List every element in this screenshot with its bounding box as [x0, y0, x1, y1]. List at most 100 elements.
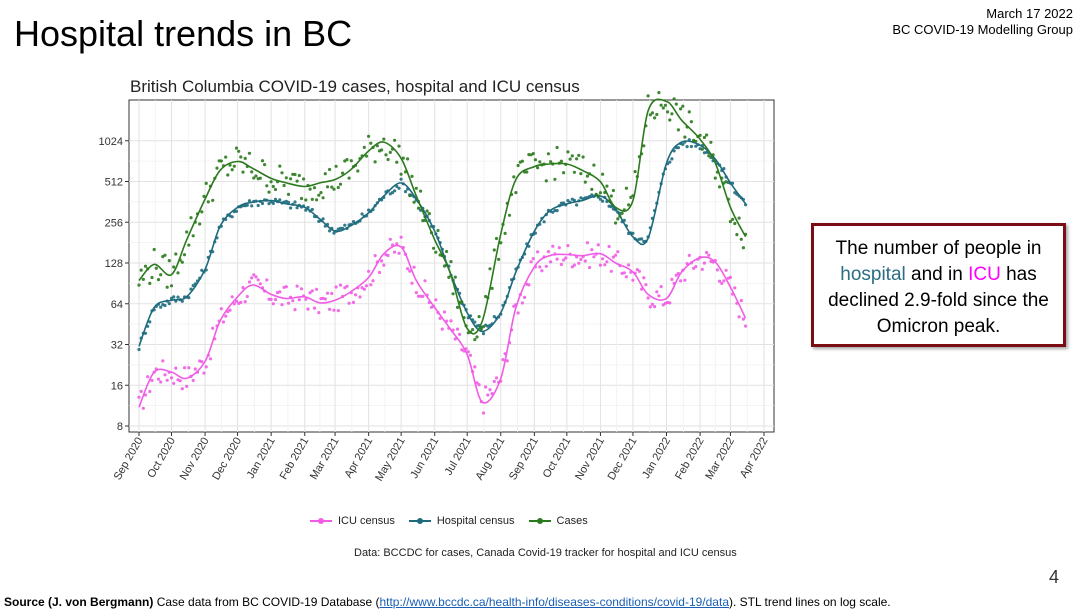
point-hospital: [271, 201, 275, 205]
point-icu: [187, 366, 191, 370]
point-icu: [137, 395, 141, 399]
point-icu: [644, 283, 648, 287]
point-cases: [137, 283, 141, 287]
point-hospital: [351, 220, 356, 224]
x-tick-label: Oct 2021: [541, 436, 574, 481]
point-cases: [709, 140, 713, 144]
grid-lines: [129, 100, 774, 432]
point-cases: [284, 176, 288, 180]
point-icu: [245, 294, 249, 299]
point-icu: [616, 250, 620, 254]
point-cases: [334, 164, 338, 168]
point-cases: [308, 187, 312, 191]
point-cases: [512, 175, 516, 179]
point-cases: [345, 158, 349, 162]
series-layer: [137, 91, 748, 415]
point-cases: [341, 171, 345, 175]
point-hospital: [575, 203, 579, 207]
legend-label-icu: ICU census: [338, 515, 395, 527]
point-icu: [657, 294, 661, 298]
point-cases: [553, 177, 557, 181]
point-hospital: [163, 303, 167, 308]
point-cases: [427, 212, 431, 216]
point-icu: [306, 307, 310, 311]
point-icu: [243, 300, 247, 304]
point-cases: [215, 166, 219, 170]
point-cases: [620, 211, 624, 215]
y-axis: 8 16 32 64 128 256 512 1024: [99, 136, 129, 433]
point-cases: [475, 335, 479, 339]
x-tick-label: Mar 2021: [308, 436, 342, 482]
point-hospital: [247, 199, 252, 203]
point-cases: [737, 216, 741, 220]
callout-text-3: has declined 2.9-fold since the Omicron …: [828, 264, 1049, 337]
point-icu: [174, 366, 178, 370]
point-cases: [185, 230, 189, 234]
point-cases: [191, 234, 195, 238]
point-cases: [150, 275, 154, 280]
point-cases: [618, 214, 622, 218]
point-cases: [434, 250, 438, 254]
source-link[interactable]: http://www.bccdc.ca/health-info/diseases…: [379, 595, 729, 609]
point-cases: [414, 186, 418, 190]
point-cases: [265, 184, 269, 188]
source-line: Source (J. von Bergmann) Case data from …: [4, 595, 891, 609]
point-icu: [438, 316, 442, 320]
point-icu: [371, 279, 375, 283]
callout-text-1: The number of people in: [835, 238, 1042, 259]
point-icu: [310, 289, 314, 293]
point-cases: [609, 194, 613, 198]
point-cases: [538, 160, 542, 164]
point-hospital: [640, 237, 644, 241]
point-icu: [622, 271, 626, 275]
point-cases: [224, 155, 228, 159]
point-cases: [319, 191, 323, 195]
point-cases: [258, 176, 262, 180]
point-icu: [269, 297, 273, 301]
point-cases: [451, 292, 455, 296]
point-cases: [254, 174, 258, 178]
point-icu: [564, 256, 568, 260]
point-cases: [479, 327, 483, 331]
point-cases: [633, 170, 637, 174]
point-hospital: [267, 202, 271, 206]
point-hospital: [360, 212, 364, 216]
point-cases: [202, 194, 206, 198]
point-cases: [442, 264, 447, 268]
point-icu: [484, 385, 488, 389]
point-icu: [410, 281, 414, 285]
point-hospital: [180, 299, 184, 303]
point-cases: [226, 173, 230, 177]
point-icu: [692, 266, 696, 270]
point-icu: [208, 357, 213, 361]
point-icu: [559, 262, 564, 267]
point-cases: [707, 154, 711, 158]
point-hospital: [343, 223, 347, 227]
point-icu: [650, 302, 655, 306]
point-hospital: [492, 315, 496, 319]
source-text-1: Case data from BC COVID-19 Database (: [153, 595, 380, 609]
point-cases: [278, 164, 282, 168]
point-cases: [739, 237, 743, 241]
point-cases: [579, 172, 583, 176]
point-cases: [520, 159, 525, 163]
x-tick-label: Jan 2022: [640, 436, 673, 481]
point-cases: [741, 246, 746, 250]
point-cases: [330, 185, 334, 189]
point-icu: [395, 242, 399, 246]
point-icu: [156, 377, 161, 381]
point-cases: [167, 259, 171, 263]
point-icu: [577, 261, 581, 265]
point-icu: [724, 268, 728, 272]
point-icu: [293, 308, 297, 312]
point-icu: [182, 366, 187, 370]
point-cases: [380, 148, 384, 152]
point-cases: [273, 187, 278, 192]
point-cases: [269, 180, 273, 184]
point-icu: [286, 301, 291, 305]
point-cases: [666, 110, 670, 114]
x-tick-label: Nov 2021: [573, 436, 607, 483]
point-cases: [516, 163, 520, 168]
point-icu: [406, 267, 410, 271]
point-hospital: [172, 295, 176, 299]
